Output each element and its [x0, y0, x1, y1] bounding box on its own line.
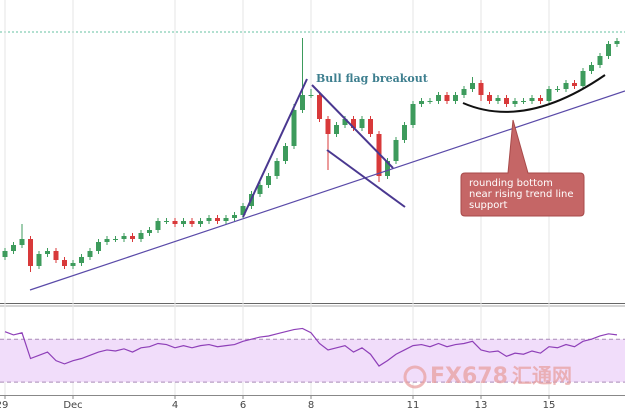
candle-body	[266, 176, 271, 185]
candle-body	[257, 185, 263, 194]
candle-body	[223, 218, 229, 221]
rsi-band	[0, 339, 625, 383]
candle-body	[504, 98, 509, 104]
candle-body	[130, 236, 135, 239]
watermark: FX678	[430, 364, 508, 389]
candle-body	[164, 221, 169, 222]
candle-body	[138, 233, 144, 239]
rsi-panel	[0, 327, 625, 383]
candle-body	[172, 221, 178, 224]
candle-body	[589, 65, 594, 71]
candle-body	[11, 245, 16, 251]
candle-body	[308, 95, 314, 96]
candle-body	[232, 215, 237, 218]
candle-body	[300, 95, 305, 110]
candle-body	[36, 254, 42, 266]
candle-body	[28, 239, 33, 266]
candle-body	[155, 221, 161, 230]
candle-body	[529, 98, 535, 101]
x-axis: 29 Dec 4 6 8 11 13 15	[0, 395, 555, 411]
watermark: 汇通网	[512, 364, 572, 388]
candle-body	[402, 125, 407, 140]
candle-body	[351, 119, 356, 128]
candle-body	[96, 242, 101, 251]
flag-lower	[326, 149, 406, 208]
annotation: support	[469, 200, 507, 211]
watermark-logo	[403, 365, 427, 389]
annotation: near rising trend line	[469, 189, 574, 200]
x-tick-label: 15	[543, 400, 556, 411]
candle-body	[478, 83, 484, 95]
candle-body	[461, 89, 467, 95]
rsi-line	[4, 327, 618, 367]
x-tick-label: Dec	[63, 400, 82, 411]
candle-body	[325, 119, 331, 134]
candle-body	[121, 236, 127, 239]
callout	[460, 119, 585, 217]
candle-body	[555, 89, 560, 90]
candle-body	[606, 44, 611, 56]
candle-body	[580, 71, 586, 86]
candle-body	[453, 95, 458, 101]
candle-body	[147, 230, 152, 233]
candle-body	[189, 221, 195, 224]
candle-body	[45, 251, 50, 254]
candle-body	[563, 83, 569, 89]
candle-body	[546, 89, 552, 101]
candle-body	[283, 146, 288, 161]
candle-body	[317, 95, 322, 119]
flag-upper	[311, 84, 394, 169]
candle-body	[62, 260, 67, 266]
candle-body	[427, 101, 433, 102]
candle-body	[538, 98, 543, 101]
candle-body	[342, 119, 348, 125]
candle-body	[291, 110, 297, 146]
x-tick-label: 6	[240, 400, 246, 411]
candle-body	[385, 161, 390, 176]
candle-body	[274, 161, 280, 176]
candle-body	[572, 83, 577, 86]
candle-body	[521, 101, 526, 102]
candle-body	[614, 41, 620, 44]
flag-pole	[242, 78, 308, 218]
candle-body	[215, 218, 220, 221]
annotation: Bull flag breakout	[316, 72, 429, 85]
candle-body	[87, 251, 93, 257]
candle-body	[495, 98, 501, 101]
candle-body	[470, 83, 475, 89]
x-tick-label: 29	[0, 400, 8, 411]
rounding-arc	[462, 74, 606, 113]
candle-body	[597, 56, 603, 65]
candle-body	[410, 104, 416, 125]
candle-body	[393, 140, 399, 161]
candle-body	[487, 95, 492, 101]
candle-body	[53, 251, 59, 260]
trend-line	[29, 90, 625, 291]
x-tick-label: 11	[407, 400, 420, 411]
candle-body	[19, 239, 25, 245]
x-tick-label: 4	[172, 400, 178, 411]
candle-body	[181, 221, 186, 224]
candle-body	[104, 239, 110, 242]
candle-body	[436, 95, 441, 101]
candle-body	[198, 221, 203, 224]
candle-body	[444, 95, 450, 101]
candle-body	[240, 206, 246, 215]
x-tick-label: 8	[308, 400, 314, 411]
annotation: rounding bottom	[469, 178, 553, 189]
candle-body	[79, 257, 84, 263]
candle-body	[368, 119, 373, 134]
candle-body	[2, 251, 8, 257]
candle-body	[70, 263, 76, 266]
x-tick-label: 13	[475, 400, 488, 411]
candle-body	[206, 218, 212, 221]
candle-body	[113, 239, 118, 240]
candle-body	[334, 125, 339, 134]
candle-body	[359, 119, 365, 128]
candle-body	[512, 101, 518, 104]
candles	[2, 38, 620, 272]
candle-body	[419, 101, 424, 104]
